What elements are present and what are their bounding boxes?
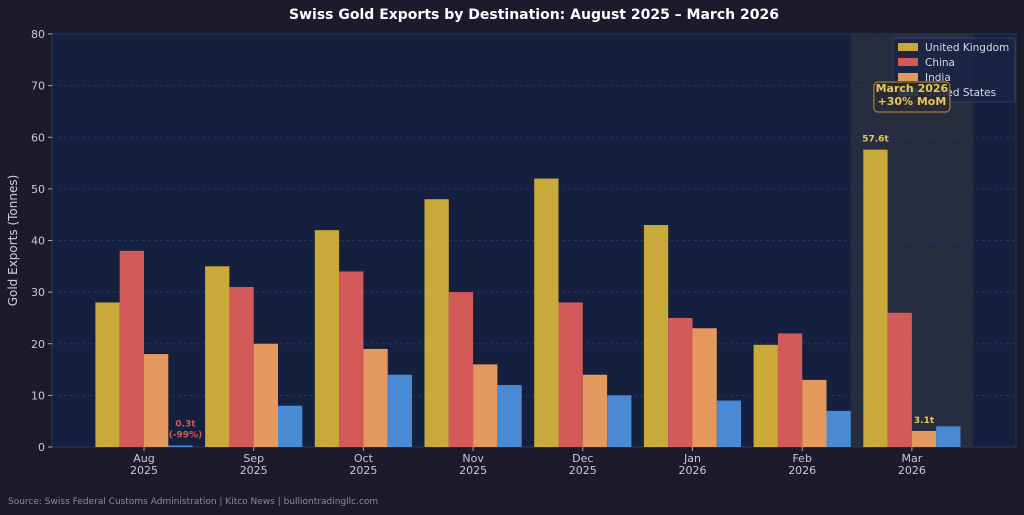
bar-china bbox=[448, 292, 474, 447]
y-tick-label: 80 bbox=[31, 28, 45, 41]
bar-united-states bbox=[168, 445, 193, 447]
bar-china bbox=[777, 333, 803, 447]
chart-title: Swiss Gold Exports by Destination: Augus… bbox=[289, 7, 779, 23]
x-tick-label: 2026 bbox=[788, 464, 816, 477]
bar-united-kingdom bbox=[205, 266, 230, 447]
y-tick-label: 10 bbox=[31, 389, 45, 402]
bar-china bbox=[668, 317, 693, 447]
bar-united-kingdom bbox=[753, 344, 778, 447]
x-tick-label: 2026 bbox=[679, 464, 707, 477]
bar-united-kingdom bbox=[314, 230, 340, 447]
bar-china bbox=[887, 312, 912, 447]
bar-india bbox=[692, 328, 717, 447]
bar-united-states bbox=[826, 410, 851, 447]
source-note: Source: Swiss Federal Customs Administra… bbox=[8, 497, 379, 507]
bar-united-states bbox=[936, 426, 961, 447]
y-tick-label: 40 bbox=[31, 235, 45, 248]
bar-india bbox=[582, 374, 608, 447]
bar-united-kingdom bbox=[424, 199, 449, 447]
bar-united-states bbox=[387, 374, 412, 447]
y-tick-label: 30 bbox=[31, 286, 45, 299]
bar-united-kingdom bbox=[863, 149, 888, 447]
bar-united-states bbox=[278, 405, 303, 447]
y-tick-label: 20 bbox=[31, 338, 45, 351]
bar-united-states bbox=[497, 385, 522, 447]
x-tick-label: Oct bbox=[354, 452, 374, 465]
x-tick-label: 2025 bbox=[569, 464, 597, 477]
bar-united-kingdom bbox=[95, 302, 120, 447]
legend-label: United Kingdom bbox=[925, 42, 1009, 54]
annotation-text: +30% MoM bbox=[877, 95, 946, 108]
data-label: 57.6t bbox=[862, 135, 889, 145]
x-tick-label: 2026 bbox=[898, 464, 926, 477]
bar-united-kingdom bbox=[534, 178, 559, 448]
annotation-box bbox=[873, 81, 951, 113]
legend-label: India bbox=[925, 72, 951, 84]
y-tick-label: 70 bbox=[31, 80, 45, 93]
data-label: 3.1t bbox=[914, 416, 935, 426]
legend-swatch bbox=[898, 43, 918, 51]
bar-china bbox=[339, 271, 364, 447]
y-axis-label: Gold Exports (Tonnes) bbox=[6, 175, 20, 307]
bar-india bbox=[473, 364, 498, 447]
bar-united-states bbox=[716, 400, 742, 447]
bar-india bbox=[363, 348, 388, 447]
bar-india bbox=[253, 343, 278, 447]
bar-india bbox=[802, 379, 827, 447]
bar-united-kingdom bbox=[643, 225, 669, 447]
x-tick-label: Aug bbox=[133, 452, 154, 465]
bar-united-states bbox=[607, 395, 632, 447]
bar-china bbox=[119, 250, 144, 447]
bar-china bbox=[558, 302, 583, 447]
y-tick-label: 0 bbox=[38, 441, 45, 454]
x-tick-label: 2025 bbox=[240, 464, 268, 477]
legend-swatch bbox=[898, 58, 918, 66]
legend-label: China bbox=[925, 57, 955, 69]
annotation-text: March 2026 bbox=[876, 82, 949, 95]
data-label: (-99%) bbox=[169, 430, 203, 440]
data-label: 0.3t bbox=[175, 419, 196, 429]
x-tick-label: Dec bbox=[572, 452, 593, 465]
x-tick-label: Jan bbox=[683, 452, 701, 465]
bar-china bbox=[229, 286, 254, 447]
x-tick-label: 2025 bbox=[349, 464, 377, 477]
x-tick-label: Feb bbox=[792, 452, 811, 465]
x-tick-label: Sep bbox=[243, 452, 264, 465]
bar-india bbox=[911, 430, 937, 447]
y-tick-label: 60 bbox=[31, 131, 45, 144]
x-tick-label: Nov bbox=[462, 452, 484, 465]
x-tick-label: Mar bbox=[902, 452, 923, 465]
bar-india bbox=[144, 354, 169, 447]
y-tick-label: 50 bbox=[31, 183, 45, 196]
x-tick-label: 2025 bbox=[459, 464, 487, 477]
legend-swatch bbox=[898, 73, 918, 81]
x-tick-label: 2025 bbox=[130, 464, 158, 477]
